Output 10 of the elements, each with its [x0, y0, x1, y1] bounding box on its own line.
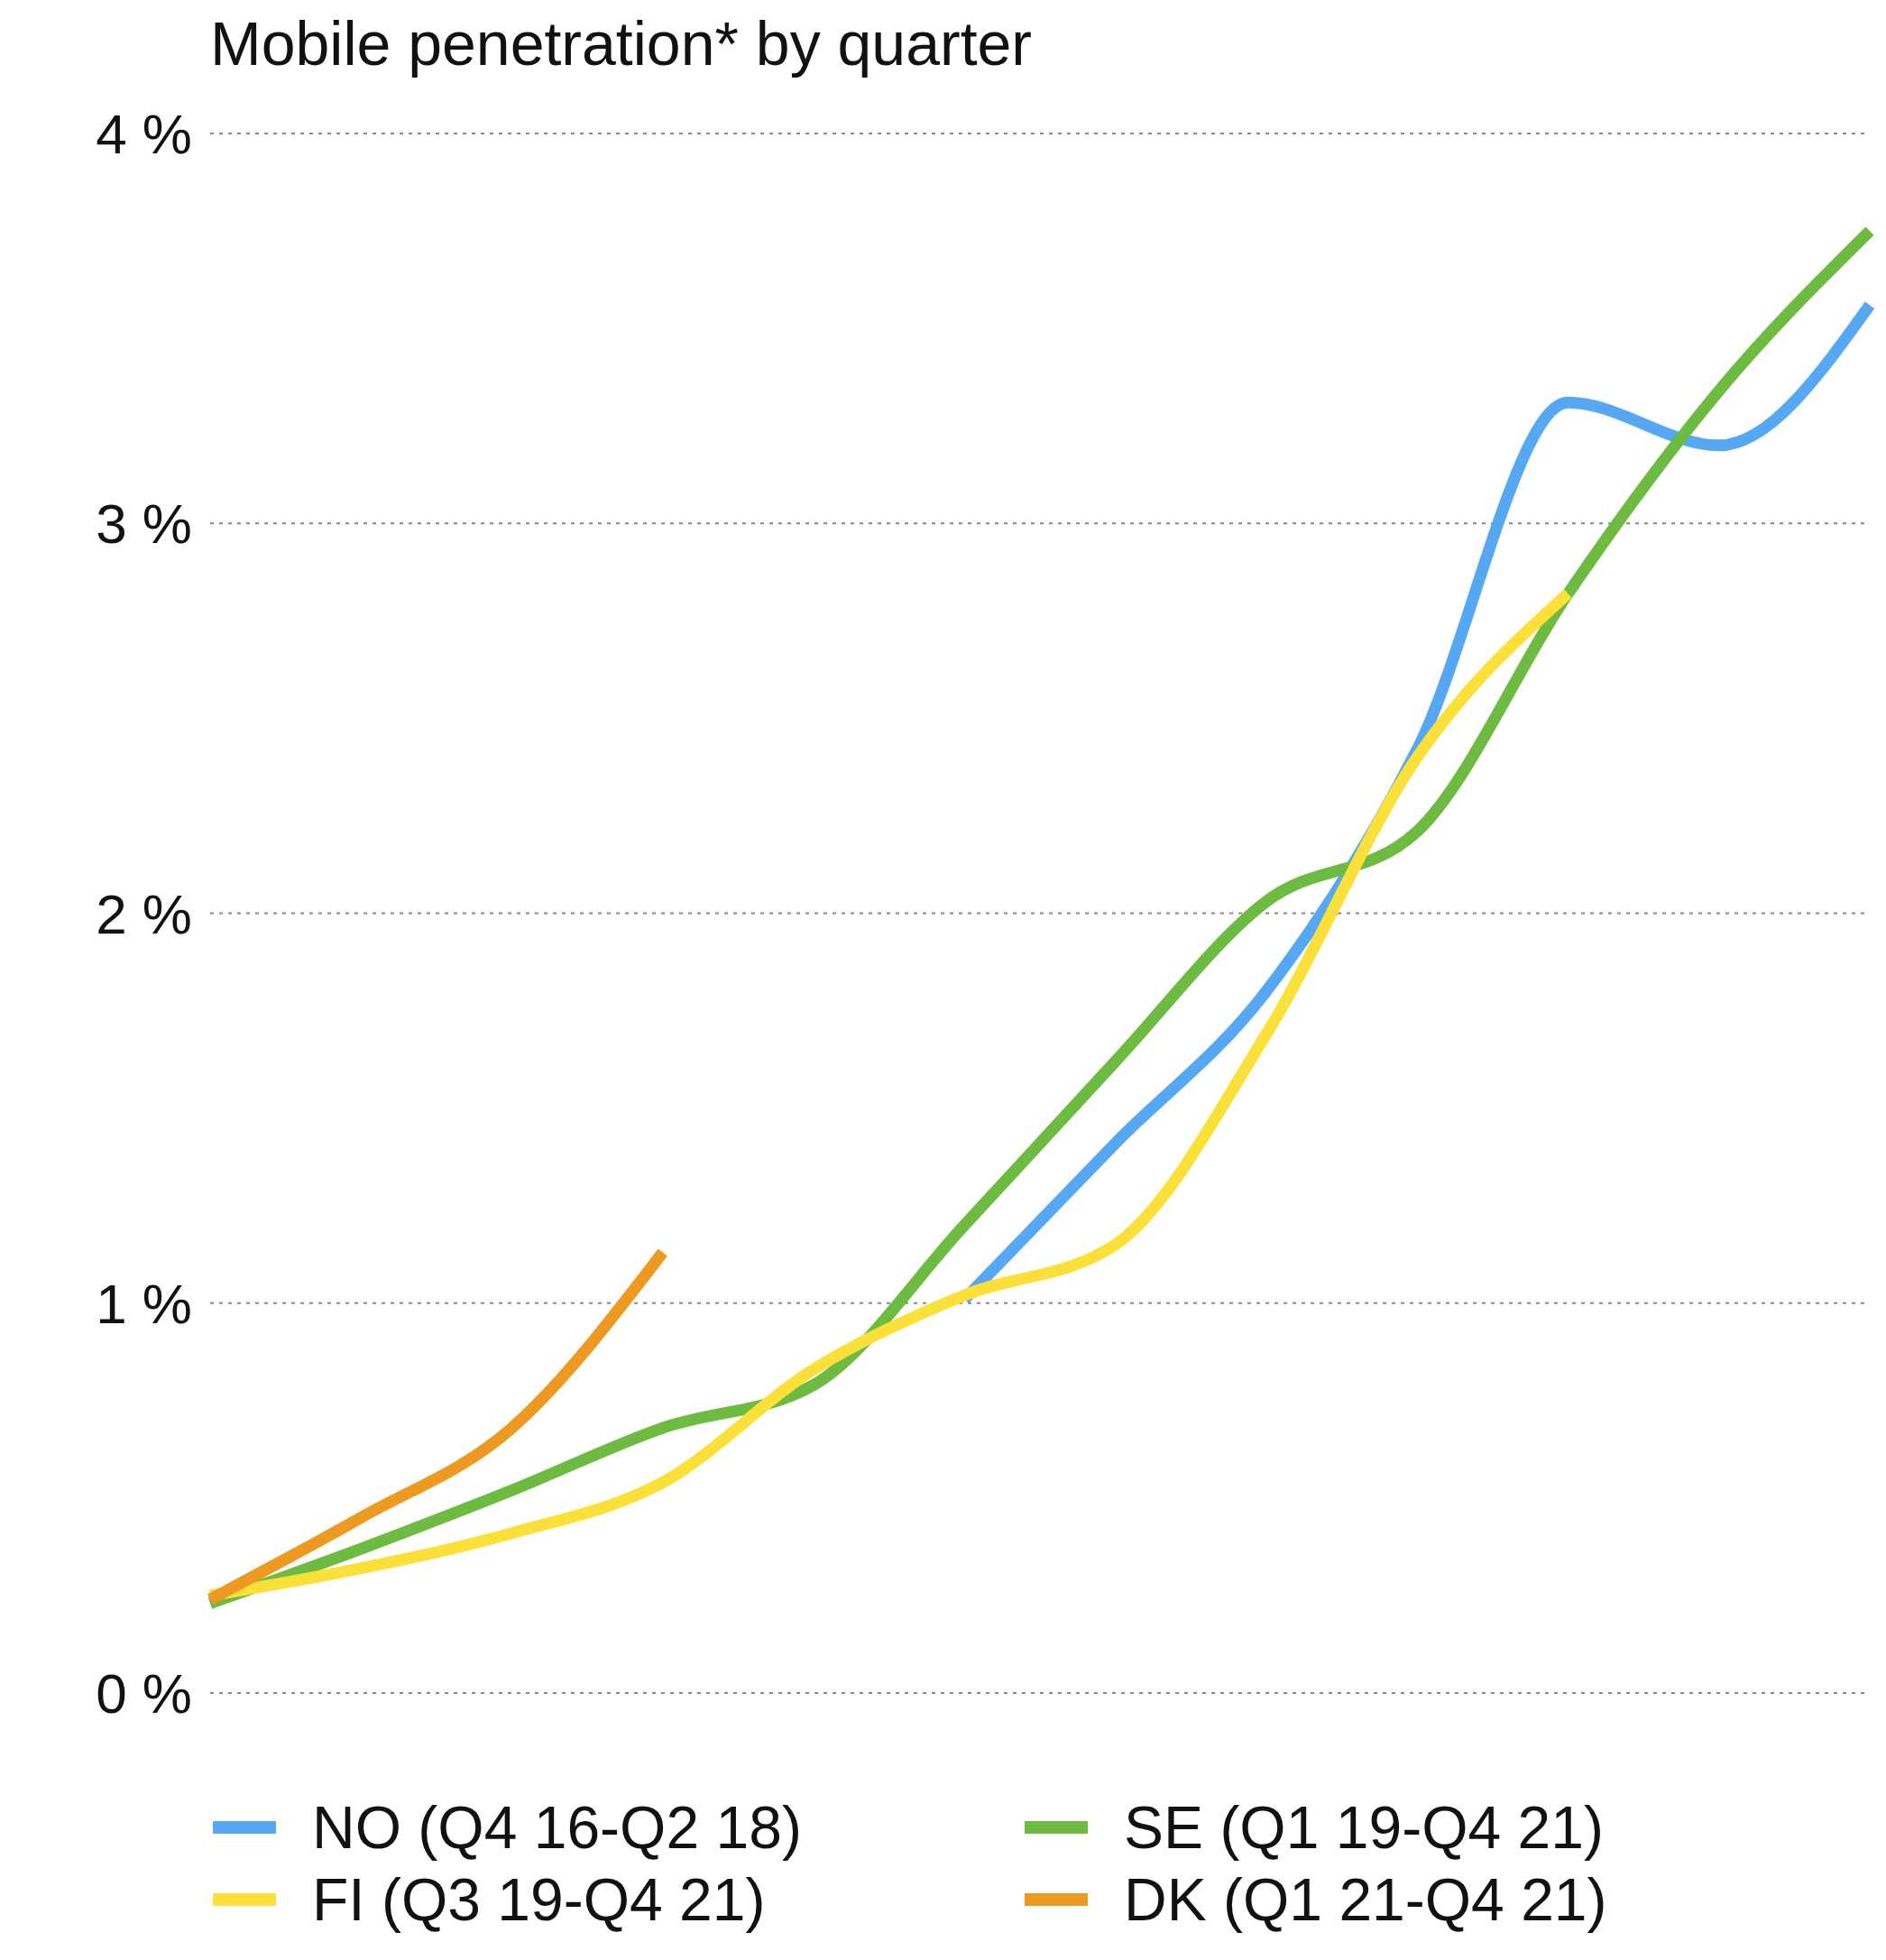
y-tick-label: 3 % [96, 492, 192, 556]
y-tick-label: 4 % [96, 103, 192, 166]
legend-label: NO (Q4 16-Q2 18) [312, 1793, 802, 1862]
y-tick-label: 2 % [96, 882, 192, 945]
y-tick-label: 1 % [96, 1272, 192, 1335]
y-tick-label: 0 % [96, 1662, 192, 1725]
legend-label: DK (Q1 21-Q4 21) [1124, 1865, 1607, 1934]
chart-title: Mobile penetration* by quarter [209, 8, 1033, 79]
legend-label: SE (Q1 19-Q4 21) [1124, 1793, 1604, 1862]
legend-label: FI (Q3 19-Q4 21) [312, 1865, 766, 1934]
